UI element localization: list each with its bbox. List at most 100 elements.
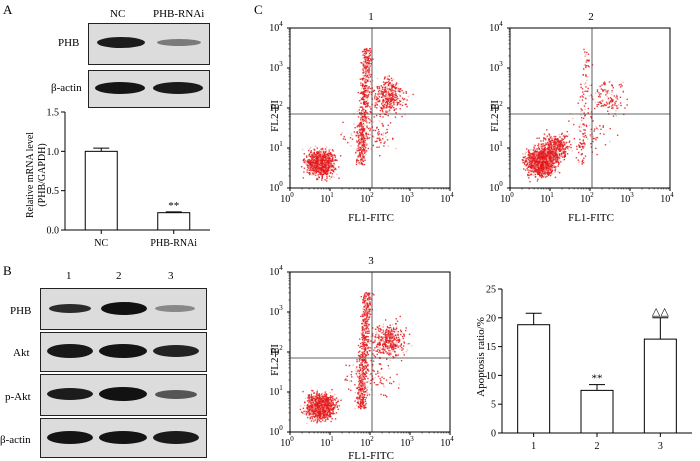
flow-dot (319, 173, 322, 176)
flow-dot (593, 130, 595, 132)
flow-dot (312, 167, 314, 169)
flow-dot (583, 105, 586, 107)
flow-dot (319, 399, 321, 401)
flow-dot (360, 82, 362, 84)
flow-dot (360, 163, 363, 165)
flow-dot (339, 155, 342, 157)
flow-dot (524, 163, 526, 166)
flow-dot (544, 146, 546, 149)
flow-dot (584, 132, 586, 134)
flow-dot (585, 75, 587, 77)
flow-dot (604, 89, 606, 91)
flow-dot (366, 121, 368, 124)
flow-dot (581, 160, 584, 162)
flow-dot (626, 104, 628, 106)
flow-dot (554, 151, 557, 154)
flow-dot (389, 88, 392, 91)
flow-dot (533, 172, 535, 174)
flow-dot (616, 106, 618, 109)
flow-dot (548, 135, 551, 137)
flow-dot (548, 165, 551, 168)
flow-dot (365, 71, 367, 74)
flow-dot (599, 85, 601, 88)
flow-dot (551, 158, 554, 160)
flow-dot (331, 165, 334, 168)
flow-dot (539, 174, 541, 177)
flow-dot (310, 395, 313, 397)
flow-dot (320, 164, 322, 167)
flow-dot (356, 132, 359, 135)
flow-dot (308, 164, 311, 167)
flow-dot (548, 161, 550, 164)
flow-dot (369, 65, 371, 67)
flow-dot (362, 150, 365, 152)
flow-dot (382, 124, 384, 126)
flow-dot (550, 169, 553, 171)
flow-dot (382, 95, 384, 97)
flow-dot (329, 391, 331, 394)
flow-dot (389, 85, 391, 87)
flow-dot (318, 173, 321, 175)
flow-dot (368, 74, 370, 76)
flow-dot (332, 164, 334, 167)
flow-dot (368, 137, 371, 139)
flow-ytick-label: 101 (489, 140, 503, 154)
flow-dot (594, 92, 597, 94)
flow-dot (321, 177, 324, 179)
flow-dot (356, 147, 358, 150)
flow-dot (382, 107, 384, 110)
flow-dot (311, 158, 313, 160)
flow-dot (608, 106, 611, 108)
flow-dot (325, 166, 328, 168)
flow-dot (544, 156, 546, 158)
flow-dot (549, 150, 551, 153)
flow-dot (369, 57, 371, 60)
flow-dot (369, 108, 372, 110)
flow-dot (322, 160, 325, 163)
flow-dot (539, 149, 541, 151)
flow-dot (554, 154, 556, 157)
flow-dot (328, 162, 330, 165)
flow-dot (545, 168, 547, 170)
flow-dot (523, 157, 525, 159)
flow-dot (387, 78, 390, 80)
flow-dot (373, 98, 376, 101)
flow-dot (543, 148, 546, 151)
western-blot-phb-b (40, 288, 207, 330)
flow-dot (369, 76, 372, 78)
flow-dot (399, 100, 402, 103)
flow-dot (366, 65, 368, 68)
flow-dot (317, 151, 319, 153)
flow-dot (540, 140, 542, 142)
flow-dot (549, 137, 551, 139)
flow-dot (320, 170, 322, 172)
flow-dot (369, 118, 371, 121)
flow-dot (529, 157, 532, 159)
flow-dot (392, 97, 394, 100)
flow-dot (564, 151, 566, 153)
flow-dot (304, 411, 306, 413)
flow-dot (541, 175, 543, 178)
flow-dot (360, 159, 363, 161)
flow-dot (549, 171, 552, 174)
flow-dot (359, 122, 361, 124)
flow-dot (577, 151, 580, 154)
flow-dot (606, 90, 608, 93)
flow-dot (383, 142, 385, 145)
flow-dot (382, 81, 385, 83)
flow-dot (365, 154, 367, 156)
flow-dot (524, 153, 526, 156)
flow-ytick-label: 103 (269, 60, 283, 74)
flow-dot (369, 106, 371, 108)
flow-dot (395, 83, 397, 85)
flow-dot (321, 160, 324, 163)
flow-dot (534, 176, 537, 178)
flow-dot (367, 115, 370, 118)
flow-dot (386, 131, 389, 133)
flow-dot (587, 87, 589, 90)
flow-dot (377, 100, 379, 102)
flow-dot (540, 167, 542, 169)
flow-dot (367, 137, 369, 139)
flow-dot (557, 139, 560, 141)
flow-dot (386, 78, 389, 80)
